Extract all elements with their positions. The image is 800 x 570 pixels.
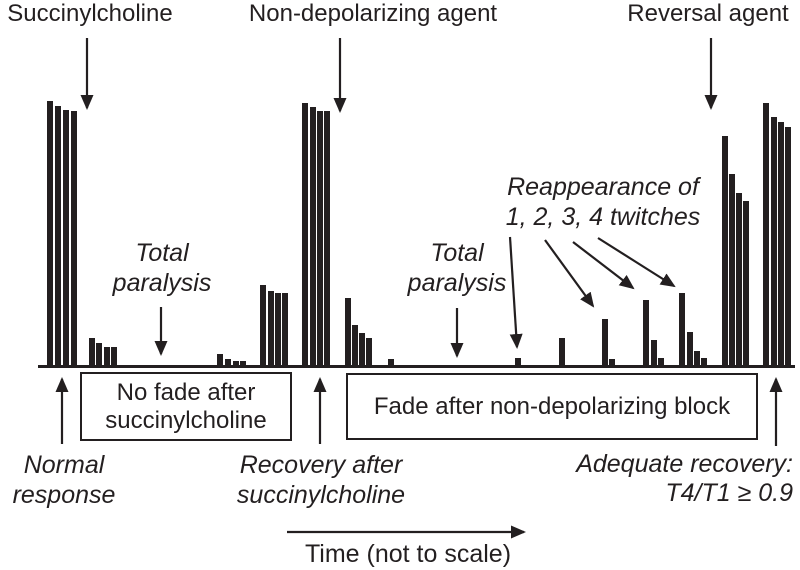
twitch-bar-normal-response-tof [47,101,53,366]
twitch-bar-adequate-recovery-tof [785,127,791,366]
non-depolarizing-agent-label: Non-depolarizing agent [248,0,498,27]
twitch-bar-nondepolarizing-fade [359,333,365,366]
reappearance-2-arrow [544,239,595,308]
total-paralysis-1-line2: paralysis [112,269,212,297]
baseline [38,365,795,368]
normal-response-line2: response [12,481,116,509]
twitch-bar-two-twitches [602,319,608,366]
recovery-after-sux-line1: Recovery after [239,451,403,479]
reappearance-label: Reappearance of 1, 2, 3, 4 twitches [506,172,701,232]
twitch-bar-adequate-recovery-tof [778,122,784,366]
twitch-bar-reversal-recovery-fade [722,136,728,366]
twitch-bar-sux-deep-block [217,354,223,366]
reappearance-line2: 1, 2, 3, 4 twitches [505,203,701,231]
adequate-recovery-line2: T4/T1 ≥ 0.9 [665,479,793,507]
twitch-bar-reversal-recovery-fade [736,193,742,366]
twitch-bar-recovery-after-sux-tof [275,293,281,366]
adequate-recovery-label: Adequate recovery: T4/T1 ≥ 0.9 [576,450,793,508]
twitch-bar-sux-partial-block [111,347,117,366]
twitch-bar-three-twitches [651,340,657,366]
twitch-bar-three-twitches [658,358,664,366]
no-fade-box: No fade after succinylcholine [80,372,292,441]
no-fade-box-line1: No fade after [116,378,256,406]
twitch-bar-nondepolarizing-fade [345,298,351,366]
twitch-bar-four-twitches [679,293,685,366]
twitch-bar-sux-deep-block [225,359,231,366]
recovery-after-sux-line2: succinylcholine [236,481,406,509]
twitch-bar-four-twitches [694,351,700,366]
twitch-bar-nondepolarizing-fade [366,338,372,366]
total-paralysis-2-line2: paralysis [407,269,507,297]
twitch-bar-recovery-after-sux-tof [268,291,274,366]
twitch-bar-sux-partial-block [96,343,102,366]
total-paralysis-1-line1: Total [135,239,189,267]
twitch-bar-one-twitch [559,338,565,366]
time-axis-label: Time (not to scale) [304,540,512,568]
fade-box: Fade after non-depolarizing block [346,373,758,440]
twitch-bar-reversal-recovery-fade [729,174,735,366]
twitch-bar-pre-nondepolarizing-tof [324,111,330,366]
twitch-bar-pre-nondepolarizing-tof [302,103,308,366]
twitch-bar-recovery-after-sux-tof [282,293,288,366]
recovery-after-sux-label: Recovery after succinylcholine [237,450,405,510]
total-paralysis-2-line1: Total [430,239,484,267]
adequate-recovery-line1: Adequate recovery: [576,450,793,478]
twitch-bar-recovery-after-sux-tof [260,285,266,366]
total-paralysis-2-label: Total paralysis [408,238,507,298]
twitch-bar-four-twitches [687,332,693,366]
no-fade-box-line2: succinylcholine [105,406,267,434]
total-paralysis-1-label: Total paralysis [113,238,212,298]
reversal-agent-label: Reversal agent [627,0,789,27]
twitch-bar-two-twitches [609,359,615,366]
twitch-bar-normal-response-tof [63,110,69,366]
twitch-bar-sux-partial-block [104,347,110,366]
twitch-bar-three-twitches [643,300,649,366]
reappearance-4-arrow [597,237,676,288]
reappearance-3-arrow [572,241,635,290]
twitch-bar-adequate-recovery-tof [771,117,777,366]
reappearance-1-arrow [508,236,523,349]
twitch-bar-sux-deep-block [233,361,239,366]
twitch-bar-sux-deep-block [240,361,246,366]
twitch-bar-pre-nondepolarizing-tof [317,111,323,366]
twitch-bar-fading-single-twitch [388,359,394,366]
normal-response-label: Normal response [13,450,116,510]
twitch-bar-reappearance-1-twitch-small [515,358,521,366]
succinylcholine-label: Succinylcholine [7,0,173,27]
twitch-bar-pre-nondepolarizing-tof [310,107,316,366]
twitch-bar-reversal-recovery-fade [743,201,749,366]
twitch-bar-sux-partial-block [89,338,95,366]
twitch-bar-nondepolarizing-fade [352,325,358,366]
twitch-bar-four-twitches [701,358,707,366]
twitch-bar-normal-response-tof [71,111,77,366]
fade-box-text: Fade after non-depolarizing block [373,392,731,420]
twitch-bar-adequate-recovery-tof [763,103,769,366]
reappearance-line1: Reappearance of [507,173,699,201]
normal-response-line1: Normal [23,451,105,479]
twitch-bar-normal-response-tof [55,106,61,366]
